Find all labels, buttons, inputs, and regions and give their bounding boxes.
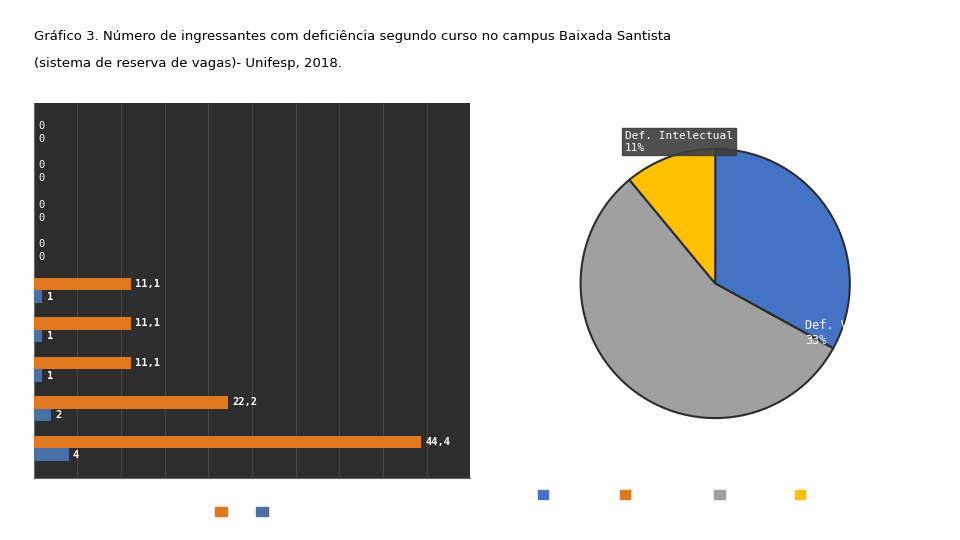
Text: 0: 0 — [38, 121, 44, 131]
Wedge shape — [581, 180, 833, 418]
Text: Def. Física
56%: Def. Física 56% — [531, 393, 609, 421]
Bar — [34, 356, 131, 369]
Bar — [34, 330, 42, 342]
Text: 22,2: 22,2 — [232, 397, 257, 408]
Text: Def. Intelectual
11%: Def. Intelectual 11% — [625, 131, 732, 153]
Wedge shape — [715, 284, 833, 348]
Text: 0: 0 — [38, 173, 44, 183]
Text: 11,1: 11,1 — [135, 319, 160, 328]
Bar — [34, 369, 42, 382]
Text: 0: 0 — [38, 200, 44, 210]
Bar — [34, 436, 421, 448]
Text: 2: 2 — [56, 410, 61, 420]
Bar — [34, 409, 51, 421]
Text: 0: 0 — [38, 213, 44, 222]
Bar — [34, 278, 131, 291]
Wedge shape — [715, 149, 850, 348]
Text: 1: 1 — [47, 370, 53, 381]
Bar — [34, 448, 68, 461]
Title: Estudantes Cotistas Por Tipo de Deficiência: Estudantes Cotistas Por Tipo de Deficiên… — [543, 57, 887, 70]
Text: Gráfico 3. Número de ingressantes com deficiência segundo curso no campus Baixad: Gráfico 3. Número de ingressantes com de… — [34, 30, 671, 43]
Wedge shape — [630, 149, 715, 284]
Bar — [34, 317, 131, 330]
Legend: %, Nº: %, Nº — [210, 503, 294, 522]
Text: 11,1: 11,1 — [135, 279, 160, 289]
Text: 0: 0 — [38, 160, 44, 171]
Text: (sistema de reserva de vagas)- Unifesp, 2018.: (sistema de reserva de vagas)- Unifesp, … — [34, 57, 342, 70]
Text: 0: 0 — [38, 133, 44, 144]
Text: 4: 4 — [73, 450, 79, 460]
Text: 0: 0 — [38, 252, 44, 262]
Text: Def. Visual
33%: Def. Visual 33% — [805, 319, 884, 347]
Text: 1: 1 — [47, 331, 53, 341]
Text: 11,1: 11,1 — [135, 358, 160, 368]
Text: 0: 0 — [38, 239, 44, 249]
Legend: Def. Visual, Def. Auditiva, Def. Física, Def. Intelectual: Def. Visual, Def. Auditiva, Def. Física,… — [534, 485, 897, 504]
Text: 44,4: 44,4 — [426, 437, 451, 447]
Bar — [34, 291, 42, 303]
Bar — [34, 396, 228, 409]
Text: 1: 1 — [47, 292, 53, 301]
